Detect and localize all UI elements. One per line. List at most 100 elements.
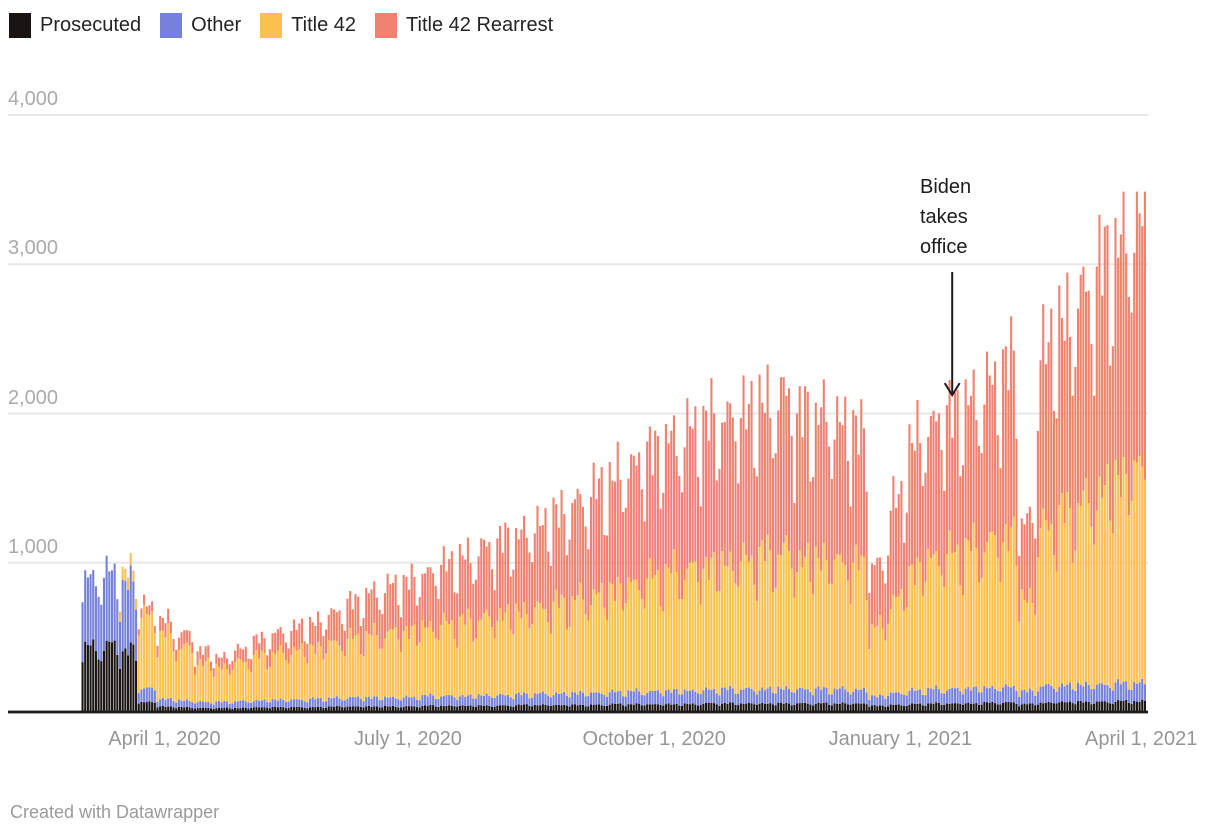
bar-segment[interactable] [223,651,226,664]
bar-segment[interactable] [541,525,544,609]
bar-segment[interactable] [1071,689,1074,704]
bar-segment[interactable] [913,585,916,691]
bar-segment[interactable] [469,618,472,695]
bar-segment[interactable] [705,410,708,557]
bar-segment[interactable] [204,707,207,711]
bar-segment[interactable] [565,695,568,706]
bar-segment[interactable] [854,544,857,689]
bar-segment[interactable] [541,704,544,711]
bar-segment[interactable] [383,638,386,697]
bar-segment[interactable] [429,620,432,694]
bar-segment[interactable] [605,696,609,706]
bar-segment[interactable] [300,618,304,644]
bar-segment[interactable] [951,687,954,704]
bar-segment[interactable] [456,647,459,700]
bar-segment[interactable] [268,649,271,667]
bar-segment[interactable] [1076,682,1080,702]
bar-segment[interactable] [822,687,825,703]
bar-segment[interactable] [94,651,97,711]
bar-segment[interactable] [391,582,395,630]
bar-segment[interactable] [327,697,330,707]
bar-segment[interactable] [1018,621,1021,698]
bar-segment[interactable] [528,706,531,711]
bar-segment[interactable] [274,653,277,700]
bar-segment[interactable] [994,535,997,689]
bar-segment[interactable] [512,699,515,707]
bar-segment[interactable] [263,699,266,708]
bar-segment[interactable] [242,700,245,708]
bar-segment[interactable] [260,650,263,701]
bar-segment[interactable] [426,706,429,711]
bar-segment[interactable] [193,666,196,675]
bar-segment[interactable] [223,663,226,701]
bar-segment[interactable] [592,704,595,711]
bar-segment[interactable] [498,693,502,706]
bar-segment[interactable] [212,668,215,677]
bar-segment[interactable] [488,616,491,696]
bar-segment[interactable] [691,689,694,704]
bar-segment[interactable] [878,705,882,711]
bar-segment[interactable] [557,693,560,706]
bar-segment[interactable] [359,626,362,655]
bar-segment[interactable] [322,707,325,711]
bar-segment[interactable] [1060,318,1064,494]
bar-segment[interactable] [1050,308,1053,524]
bar-segment[interactable] [485,609,488,694]
bar-segment[interactable] [600,582,603,694]
bar-segment[interactable] [822,542,825,688]
bar-segment[interactable] [584,614,587,697]
bar-segment[interactable] [92,639,95,711]
bar-segment[interactable] [239,708,242,711]
bar-segment[interactable] [1090,344,1093,527]
bar-segment[interactable] [209,708,213,711]
bar-segment[interactable] [804,556,807,690]
bar-segment[interactable] [445,705,448,711]
bar-segment[interactable] [828,704,831,711]
bar-segment[interactable] [996,704,999,711]
bar-segment[interactable] [440,564,443,625]
bar-segment[interactable] [292,699,296,708]
bar-segment[interactable] [1125,253,1128,475]
bar-segment[interactable] [185,642,188,700]
bar-segment[interactable] [761,702,764,711]
bar-segment[interactable] [1004,702,1007,711]
bar-segment[interactable] [678,705,681,711]
bar-segment[interactable] [378,648,381,701]
bar-segment[interactable] [373,696,376,707]
bar-segment[interactable] [207,701,210,708]
bar-segment[interactable] [314,707,317,711]
bar-segment[interactable] [1036,430,1039,558]
bar-segment[interactable] [750,380,753,556]
bar-segment[interactable] [627,690,630,705]
bar-segment[interactable] [779,702,783,711]
bar-segment[interactable] [407,697,411,707]
bar-segment[interactable] [734,704,737,711]
bar-segment[interactable] [1039,702,1042,711]
bar-segment[interactable] [820,570,823,691]
bar-segment[interactable] [616,703,619,711]
bar-segment[interactable] [448,559,451,625]
bar-segment[interactable] [268,708,271,711]
bar-segment[interactable] [386,697,389,707]
bar-segment[interactable] [1015,565,1018,691]
bar-segment[interactable] [753,584,756,692]
bar-segment[interactable] [191,642,194,654]
bar-segment[interactable] [539,603,542,693]
bar-segment[interactable] [710,703,713,711]
bar-segment[interactable] [1058,702,1061,711]
bar-segment[interactable] [595,499,598,595]
bar-segment[interactable] [525,614,528,694]
bar-segment[interactable] [937,702,940,711]
bar-segment[interactable] [405,626,408,696]
bar-segment[interactable] [737,586,740,694]
bar-segment[interactable] [185,699,188,707]
bar-segment[interactable] [185,630,188,643]
bar-segment[interactable] [555,692,558,705]
bar-segment[interactable] [662,705,665,711]
bar-segment[interactable] [185,706,188,711]
bar-segment[interactable] [761,687,764,703]
bar-segment[interactable] [766,364,769,535]
bar-segment[interactable] [790,705,793,711]
bar-segment[interactable] [1039,686,1042,703]
bar-segment[interactable] [750,703,753,711]
